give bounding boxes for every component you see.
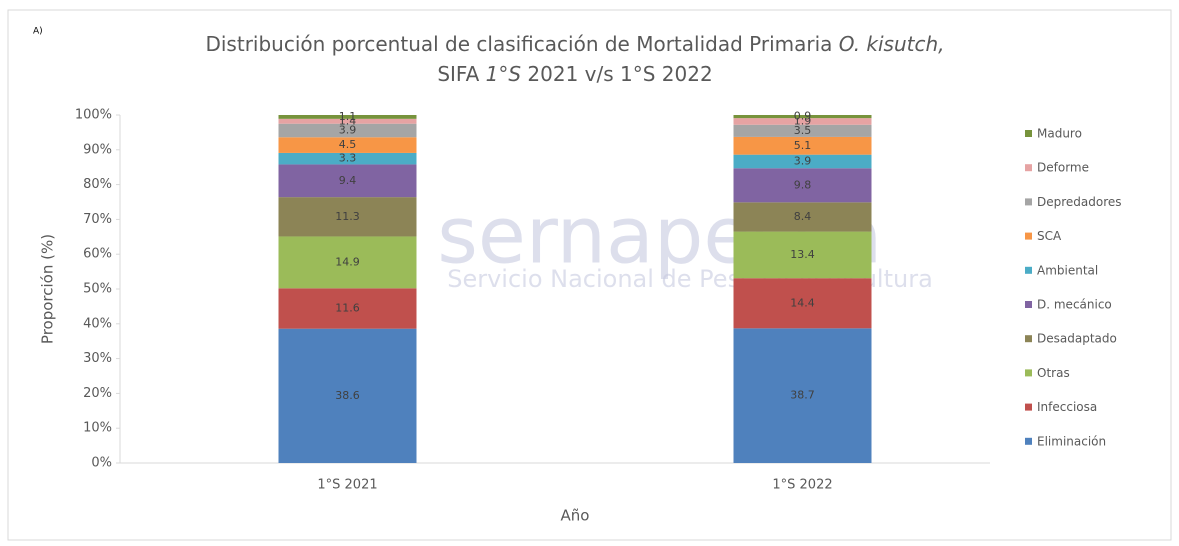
data-label: 14.9: [335, 255, 360, 268]
data-label: 8.4: [794, 210, 812, 223]
bar-segment: [733, 168, 872, 203]
bar-segment: [278, 164, 417, 198]
x-tick-label: 1°S 2022: [772, 478, 832, 493]
legend-label: Ambiental: [1037, 263, 1098, 277]
data-label: 5.1: [794, 139, 812, 152]
annotation: A): [33, 27, 43, 37]
data-label: 3.9: [794, 154, 812, 167]
legend-swatch: [1025, 164, 1032, 172]
data-label: 4.5: [339, 138, 357, 151]
y-tick-label: 40%: [83, 316, 112, 331]
y-tick-label: 90%: [83, 142, 112, 157]
bar-segment: [278, 118, 417, 124]
legend-label: SCA: [1037, 229, 1062, 243]
data-label: 14.4: [790, 296, 815, 309]
bar-segment: [733, 154, 872, 169]
legend-swatch: [1025, 301, 1032, 308]
y-tick-label: 80%: [83, 177, 112, 192]
bar-segment: [733, 278, 872, 329]
legend-label: Maduro: [1037, 127, 1082, 141]
y-tick-label: 20%: [83, 386, 112, 401]
title-segment: 2021 v/s 1°S 2022: [521, 62, 713, 86]
y-tick-label: 60%: [83, 247, 112, 262]
bar-segment: [733, 328, 872, 463]
legend-swatch: [1025, 266, 1032, 274]
legend-swatch: [1025, 130, 1032, 137]
y-tick-label: 10%: [83, 421, 112, 436]
legend-swatch: [1025, 198, 1032, 206]
y-axis-label: Proporción (%): [39, 234, 57, 344]
data-label: 3.5: [794, 124, 812, 137]
bar-segment: [733, 118, 872, 125]
chart-title: Distribución porcentual de clasificación…: [205, 32, 944, 56]
data-label: 11.6: [335, 301, 360, 314]
bar-segment: [278, 288, 417, 329]
title-segment: O. kisutch,: [839, 32, 945, 56]
bar-segment: [278, 328, 417, 463]
y-tick-label: 50%: [83, 282, 112, 297]
bar-segment: [733, 136, 872, 155]
data-label: 11.3: [335, 210, 360, 223]
chart-frame: [7, 9, 1172, 541]
data-label: 1.1: [339, 110, 357, 123]
legend-label: Eliminación: [1037, 434, 1106, 448]
bar-segment: [278, 115, 417, 119]
bar-segment: [733, 115, 872, 119]
legend-swatch: [1025, 369, 1032, 377]
data-label: 38.7: [790, 389, 815, 402]
y-tick-label: 100%: [75, 108, 112, 123]
bar-segment: [278, 197, 417, 237]
bar-segment: [278, 152, 417, 165]
data-label: 13.4: [790, 248, 815, 261]
legend-swatch: [1025, 403, 1032, 411]
legend-label: D. mecánico: [1037, 298, 1112, 312]
legend-label: Deforme: [1037, 161, 1089, 175]
data-label: 9.4: [339, 174, 357, 187]
y-tick-label: 30%: [83, 351, 112, 366]
y-tick-label: 0%: [91, 456, 112, 471]
bar-segment: [733, 202, 872, 232]
data-label: 38.6: [335, 389, 360, 402]
x-tick-label: 1°S 2021: [317, 478, 377, 493]
legend-label: Desadaptado: [1037, 332, 1117, 346]
data-label: 0.9: [794, 110, 812, 123]
y-tick-label: 70%: [83, 212, 112, 227]
bar-segment: [733, 124, 872, 137]
bar-segment: [278, 123, 417, 138]
legend-swatch: [1025, 335, 1032, 343]
title-segment: SIFA: [437, 62, 485, 86]
legend-swatch: [1025, 437, 1032, 445]
bar-segment: [733, 231, 872, 279]
data-label: 3.3: [339, 152, 357, 165]
chart-title: SIFA 1°S 2021 v/s 1°S 2022: [437, 62, 712, 86]
title-segment: 1°S: [486, 62, 522, 86]
x-axis-label: Año: [561, 507, 590, 525]
bar-segment: [278, 236, 417, 289]
title-segment: Distribución porcentual de clasificación…: [205, 32, 838, 56]
bar-segment: [278, 137, 417, 153]
legend-label: Otras: [1037, 366, 1070, 380]
legend-label: Infecciosa: [1037, 400, 1097, 414]
data-label: 9.8: [794, 178, 812, 191]
legend-swatch: [1025, 232, 1032, 240]
data-label: 3.9: [339, 123, 357, 136]
legend-label: Depredadores: [1037, 195, 1122, 209]
